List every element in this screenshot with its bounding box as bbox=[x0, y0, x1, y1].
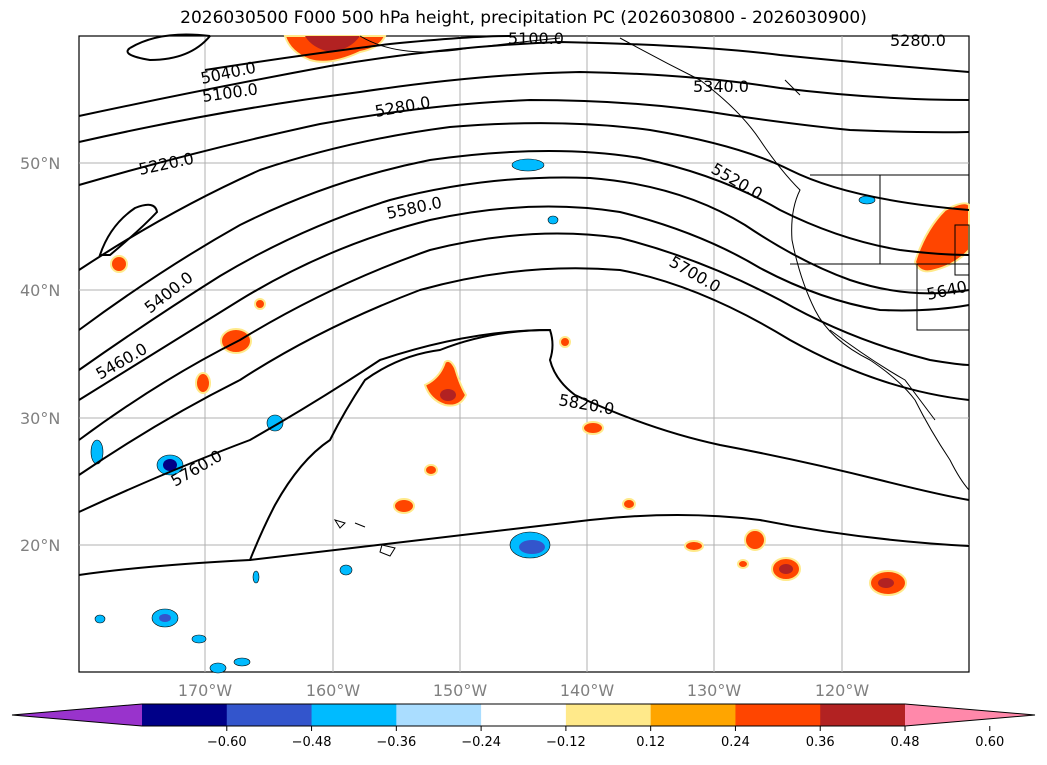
colorbar-tick-label: −0.48 bbox=[292, 735, 332, 750]
contour-label: 5100.0 bbox=[508, 29, 564, 48]
lon-label: 120°W bbox=[815, 681, 870, 700]
lon-label: 130°W bbox=[687, 681, 742, 700]
colorbar-segment bbox=[311, 704, 397, 726]
colorbar-segment bbox=[142, 704, 228, 726]
lon-label: 150°W bbox=[433, 681, 488, 700]
colorbar: −0.60 −0.48 −0.36 −0.24 −0.12 0.12 0.24 0.36 0.4… bbox=[11, 703, 1036, 750]
colorbar-segment bbox=[735, 704, 821, 726]
height-contours bbox=[78, 33, 970, 576]
lat-label: 40°N bbox=[20, 281, 60, 300]
colorbar-segment bbox=[396, 704, 482, 726]
colorbar-segment bbox=[820, 704, 906, 726]
colorbar-tick-label: −0.12 bbox=[546, 735, 586, 750]
lon-label: 140°W bbox=[560, 681, 615, 700]
colorbar-tick-label: −0.24 bbox=[461, 735, 501, 750]
coastlines bbox=[333, 35, 970, 557]
colorbar-tick-label: 0.48 bbox=[891, 735, 920, 750]
map-title: 2026030500 F000 500 hPa height, precipit… bbox=[180, 8, 867, 28]
colorbar-extend-high bbox=[905, 704, 1035, 726]
contour-label: 5280.0 bbox=[890, 31, 946, 50]
contour-label: 5340.0 bbox=[693, 77, 749, 96]
map-frame bbox=[78, 35, 970, 673]
lon-label: 160°W bbox=[306, 681, 361, 700]
colorbar-tick-label: 0.24 bbox=[721, 735, 750, 750]
colorbar-tick-label: 0.36 bbox=[806, 735, 835, 750]
lat-label: 50°N bbox=[20, 154, 60, 173]
colorbar-outline bbox=[11, 703, 1036, 727]
colorbar-segment bbox=[650, 704, 736, 726]
colorbar-segment bbox=[565, 704, 652, 726]
lon-label: 170°W bbox=[178, 681, 233, 700]
colorbar-tick-label: 0.60 bbox=[975, 735, 1004, 750]
colorbar-extend-low bbox=[12, 704, 142, 726]
lat-label: 30°N bbox=[20, 409, 60, 428]
colorbar-tick-label: −0.60 bbox=[207, 735, 247, 750]
colorbar-tick-label: −0.36 bbox=[376, 735, 416, 750]
precip-shading bbox=[90, 35, 970, 674]
colorbar-tick-label: 0.12 bbox=[636, 735, 665, 750]
lat-label: 20°N bbox=[20, 536, 60, 555]
colorbar-segment bbox=[226, 704, 313, 726]
colorbar-segment bbox=[481, 704, 567, 726]
